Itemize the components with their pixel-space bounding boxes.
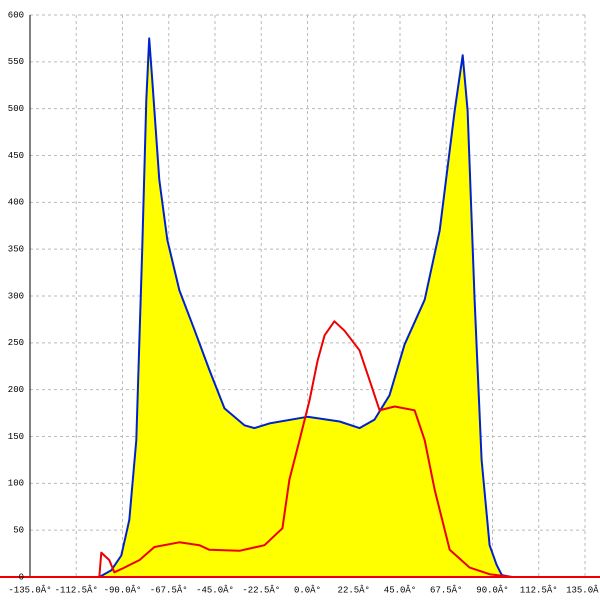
x-tick-label: 45.0Â°	[384, 584, 416, 595]
x-tick-label: -45.0Â°	[196, 584, 234, 595]
area	[99, 38, 512, 577]
y-tick-label: 350	[8, 245, 24, 255]
y-tick-label: 150	[8, 432, 24, 442]
y-tick-label: 450	[8, 151, 24, 161]
y-tick-label: 600	[8, 10, 24, 20]
x-tick-label: -90.0Â°	[104, 584, 142, 595]
tick-labels: 0 50 100 150 200 250 300 350 400 450 500 550 600 -135…	[8, 10, 600, 595]
y-tick-label: 250	[8, 338, 24, 348]
x-tick-label: -22.5Â°	[242, 584, 280, 595]
x-tick-label: 135.0Â°	[566, 584, 600, 595]
line	[98, 37, 512, 578]
y-tick-label: 400	[8, 198, 24, 208]
x-tick-label: 90.0Â°	[476, 584, 508, 595]
y-tick-label: 500	[8, 104, 24, 114]
y-tick-label: 0	[19, 572, 24, 582]
x-tick-label: 22.5Â°	[338, 584, 370, 595]
x-tick-label: 67.5Â°	[430, 584, 462, 595]
plot	[98, 37, 512, 578]
x-tick-label: -135.0Â°	[8, 584, 51, 595]
x-tick-label: -112.5Â°	[55, 584, 98, 595]
y-tick-label: 300	[8, 291, 24, 301]
x-tick-label: -67.5Â°	[150, 584, 188, 595]
x-tick-label: 112.5Â°	[520, 584, 558, 595]
line	[98, 320, 512, 578]
y-tick-label: 50	[13, 526, 24, 536]
x-tick-label: 0.0Â°	[294, 584, 321, 595]
y-tick-label: 200	[8, 385, 24, 395]
y-tick-label: 100	[8, 479, 24, 489]
y-tick-label: 550	[8, 57, 24, 67]
